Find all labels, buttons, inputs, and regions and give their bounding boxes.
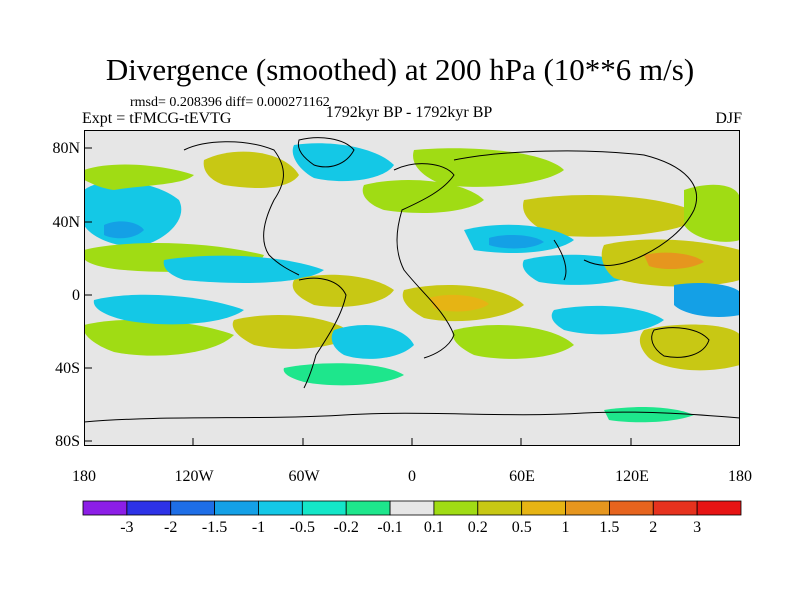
contour-neg-middle-east: [489, 234, 544, 249]
contour-pos-europe: [413, 148, 564, 187]
colorbar-cell: [214, 500, 259, 516]
contour-neg-southern-ocean: [283, 363, 404, 386]
experiment-label: Expt = tFMCG-tEVTG: [82, 110, 232, 127]
stats-text: rmsd= 0.208396 diff= 0.000271162: [130, 95, 330, 110]
colorbar-cell: [301, 500, 347, 516]
colorbar-cell: [82, 500, 128, 516]
contour-pos-south-america: [232, 315, 354, 349]
coastline-europe-africa: [393, 163, 455, 359]
lon-label-60w: 60W: [288, 468, 320, 485]
contour-pos-north-america: [203, 151, 299, 188]
lon-label-120w: 120W: [174, 468, 214, 485]
lon-label-120e: 120E: [615, 468, 649, 485]
colorbar-cell: [389, 500, 435, 516]
colorbar-cell: [521, 500, 566, 516]
colorbar-cell: [345, 500, 391, 516]
season-label: DJF: [715, 110, 742, 127]
contour-neg-south-atlantic: [331, 325, 414, 359]
lat-label-40n: 40N: [52, 214, 80, 231]
contour-neg-north-pacific-core: [104, 221, 144, 239]
contour-pos-south-pacific: [84, 319, 234, 356]
lat-label-0: 0: [72, 287, 80, 304]
colorbar-label: -2: [164, 519, 178, 536]
period-label: 1792kyr BP - 1792kyr BP: [325, 104, 493, 121]
colorbar-label: 0.2: [467, 519, 488, 536]
colorbar-cell: [696, 500, 742, 516]
lat-label-80s: 80S: [55, 433, 80, 450]
contour-neg-tropical-pacific: [163, 255, 324, 283]
lon-label-180w: 180: [72, 468, 96, 485]
contour-neg-south-indian: [551, 305, 664, 335]
lat-label-80n: 80N: [52, 140, 80, 157]
lat-label-40s: 40S: [55, 360, 80, 377]
lon-label-180e: 180: [728, 468, 752, 485]
contour-pos-asia: [523, 195, 704, 237]
colorbar-label: -1: [251, 519, 266, 536]
coastline-asia: [453, 150, 697, 266]
colorbar-cell: [258, 500, 303, 516]
colorbar-label: 1: [561, 519, 570, 536]
contour-pos-australia: [639, 324, 740, 371]
colorbar-cell: [565, 500, 610, 516]
colorbar-label: 0.5: [511, 519, 532, 536]
colorbar-label: -0.2: [333, 519, 359, 536]
colorbar-label: 2: [649, 519, 658, 536]
colorbar-label: 1.5: [599, 519, 620, 536]
colorbar-label: 0.1: [423, 519, 444, 536]
colorbar-cell: [126, 500, 172, 516]
colorbar-label: 3: [693, 519, 702, 536]
contour-pos-north-atlantic: [362, 180, 484, 213]
coastline-south-america: [298, 277, 347, 389]
lon-label-0: 0: [408, 468, 416, 485]
coastline-antarctica: [84, 411, 740, 423]
contour-pos-maritime-core: [644, 252, 704, 270]
contour-neg-south-pacific: [93, 294, 244, 325]
contour-pos-east-asia: [684, 184, 740, 242]
contour-neg-west-pacific: [674, 282, 740, 317]
contour-neg-southern-ocean-east: [604, 407, 694, 423]
coastline-australia: [651, 327, 710, 358]
coastline-india: [553, 239, 567, 281]
contour-pos-alaska: [84, 164, 194, 190]
colorbar-cell: [609, 500, 654, 516]
contour-fields: [84, 143, 740, 423]
lon-label-60e: 60E: [509, 468, 535, 485]
colorbar-cell: [652, 500, 698, 516]
colorbar-cell: [170, 500, 216, 516]
map-ticks: [84, 147, 632, 446]
colorbar-cell: [477, 500, 523, 516]
colorbar-label: -1.5: [201, 519, 228, 536]
page-title: Divergence (smoothed) at 200 hPa (10**6 …: [105, 52, 695, 87]
colorbar-label: -0.1: [377, 519, 403, 536]
divergence-map: [84, 130, 740, 446]
colorbar-label: -3: [120, 519, 134, 536]
coastline-north-america: [183, 141, 300, 276]
colorbar-cell: [433, 500, 479, 516]
colorbar: [82, 500, 742, 516]
contour-pos-south-indian: [452, 325, 574, 359]
contour-pos-africa-core: [429, 294, 489, 312]
coastline-greenland: [297, 137, 355, 168]
coastlines: [84, 137, 740, 423]
colorbar-label: -0.5: [289, 519, 315, 536]
